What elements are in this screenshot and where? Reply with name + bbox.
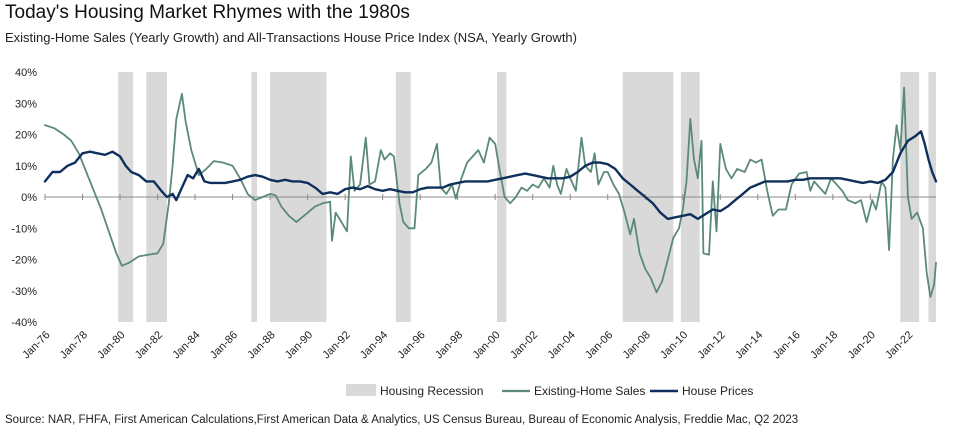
x-tick-label: Jan-18 [808, 329, 840, 361]
x-tick-label: Jan-80 [95, 329, 127, 361]
x-tick-label: Jan-06 [583, 329, 615, 361]
x-tick-label: Jan-02 [508, 329, 540, 361]
x-tick-label: Jan-08 [621, 329, 653, 361]
x-tick-label: Jan-84 [170, 329, 202, 361]
house-prices-line [43, 130, 938, 221]
x-tick-label: Jan-90 [283, 329, 315, 361]
x-tick-label: Jan-76 [20, 329, 52, 361]
legend-swatch-recession [346, 384, 376, 396]
y-tick-label: -40% [11, 317, 37, 329]
y-tick-label: 30% [15, 98, 37, 110]
x-tick-label: Jan-14 [733, 329, 765, 361]
legend-label-recession: Housing Recession [380, 384, 483, 398]
chart-title: Today's Housing Market Rhymes with the 1… [5, 2, 410, 23]
existing-home-sales-line [44, 86, 937, 298]
y-tick-label: 40% [15, 67, 37, 79]
x-tick-label: Jan-94 [358, 329, 390, 361]
y-tick-label: -10% [11, 223, 37, 235]
x-tick-label: Jan-86 [208, 329, 240, 361]
x-tick-label: Jan-88 [245, 329, 277, 361]
legend-label-prices: House Prices [682, 384, 753, 398]
y-tick-label: 0% [21, 192, 37, 204]
x-tick-label: Jan-96 [395, 329, 427, 361]
y-tick-label: 10% [15, 161, 37, 173]
y-tick-label: -20% [11, 255, 37, 267]
y-tick-label: 20% [15, 130, 37, 142]
x-tick-label: Jan-22 [883, 329, 915, 361]
x-tick-label: Jan-04 [546, 329, 578, 361]
x-tick-label: Jan-16 [771, 329, 803, 361]
chart-subtitle: Existing-Home Sales (Yearly Growth) and … [5, 30, 577, 45]
x-tick-label: Jan-00 [470, 329, 502, 361]
x-tick-label: Jan-10 [658, 329, 690, 361]
x-tick-label: Jan-78 [58, 329, 90, 361]
x-tick-label: Jan-12 [696, 329, 728, 361]
x-tick-label: Jan-92 [320, 329, 352, 361]
x-tick-label: Jan-20 [846, 329, 878, 361]
x-tick-label: Jan-82 [133, 329, 165, 361]
x-tick-label: Jan-98 [433, 329, 465, 361]
y-tick-label: -30% [11, 286, 37, 298]
source-note: Source: NAR, FHFA, First American Calcul… [5, 414, 799, 426]
legend-label-sales: Existing-Home Sales [534, 384, 645, 398]
